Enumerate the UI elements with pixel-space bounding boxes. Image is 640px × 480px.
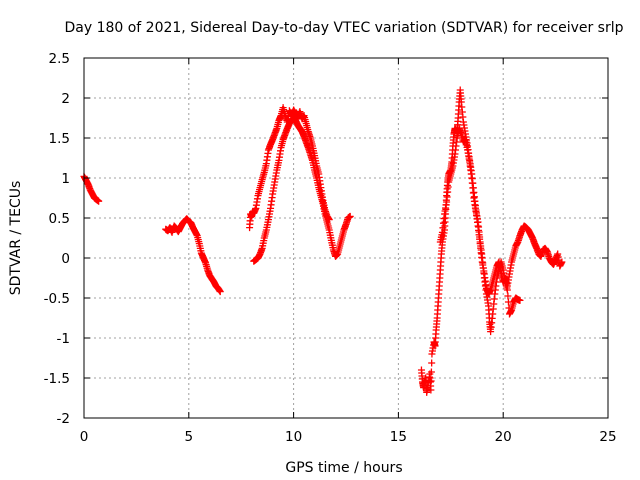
x-tick-label: 10 xyxy=(285,429,302,445)
x-tick-label: 20 xyxy=(495,429,512,445)
y-tick-label: 1 xyxy=(61,171,70,187)
data-point xyxy=(428,359,436,367)
y-tick-label: 1.5 xyxy=(49,131,70,147)
chart-title: Day 180 of 2021, Sidereal Day-to-day VTE… xyxy=(64,20,623,36)
x-tick-label: 25 xyxy=(599,429,616,445)
data-point xyxy=(216,288,224,296)
x-tick-label: 0 xyxy=(80,429,89,445)
axis-ticks: 0 5 10 15 20 25 2.5 2 1.5 1 0.5 0 -0.5 -1 -1.5 -2 xyxy=(44,51,617,445)
x-tick-label: 15 xyxy=(390,429,407,445)
data-point xyxy=(427,377,435,385)
y-tick-label: -1.5 xyxy=(44,371,70,387)
y-tick-label: 0.5 xyxy=(49,211,70,227)
data-point xyxy=(346,212,354,220)
y-tick-label: 2.5 xyxy=(49,51,70,67)
data-point xyxy=(504,292,512,300)
x-axis-label: GPS time / hours xyxy=(285,460,402,476)
x-tick-label: 5 xyxy=(185,429,194,445)
y-tick-label: -1 xyxy=(57,331,70,347)
data-series-sdtvar xyxy=(80,86,566,396)
data-point xyxy=(95,197,103,205)
data-point xyxy=(516,296,524,304)
y-tick-label: 2 xyxy=(61,91,70,107)
y-tick-label: 0 xyxy=(61,251,70,267)
y-tick-label: -2 xyxy=(57,411,70,427)
plot-frame xyxy=(83,57,609,419)
y-tick-label: -0.5 xyxy=(44,291,70,307)
y-axis-label: SDTVAR / TECUs xyxy=(8,181,24,296)
data-point xyxy=(427,386,435,394)
data-point xyxy=(427,368,435,376)
data-point xyxy=(558,258,566,266)
